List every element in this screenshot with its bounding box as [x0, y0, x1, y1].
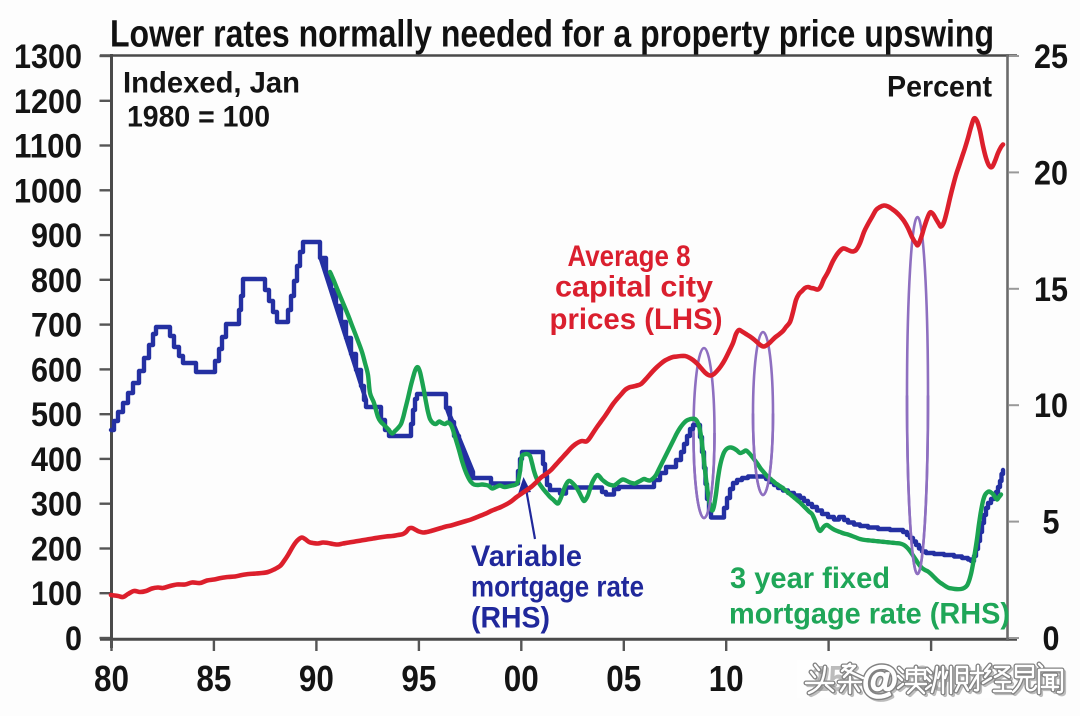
svg-text:700: 700: [31, 307, 82, 345]
svg-text:900: 900: [31, 217, 82, 255]
svg-text:@: @: [862, 659, 898, 700]
svg-text:200: 200: [31, 531, 82, 569]
svg-text:500: 500: [31, 396, 82, 434]
svg-text:capital city: capital city: [555, 271, 713, 304]
svg-text:prices (LHS): prices (LHS): [550, 303, 723, 336]
svg-text:90: 90: [299, 658, 334, 699]
svg-text:00: 00: [504, 658, 539, 699]
svg-text:@: @: [864, 661, 900, 702]
svg-text:mortgage rate (RHS): mortgage rate (RHS): [729, 598, 1010, 631]
svg-text:10: 10: [1034, 387, 1068, 425]
svg-text:Average 8: Average 8: [568, 240, 691, 273]
svg-text:25: 25: [1034, 38, 1068, 76]
svg-text:10: 10: [709, 658, 744, 699]
svg-text:3 year fixed: 3 year fixed: [730, 562, 890, 595]
svg-text:Indexed, Jan: Indexed, Jan: [123, 67, 300, 100]
svg-text:95: 95: [401, 658, 436, 699]
svg-text:1100: 1100: [14, 128, 82, 166]
svg-text:(RHS): (RHS): [471, 602, 550, 635]
svg-text:1200: 1200: [14, 83, 82, 121]
svg-text:05: 05: [606, 658, 641, 699]
svg-text:Variable: Variable: [471, 540, 582, 573]
svg-text:Lower rates normally needed fo: Lower rates normally needed for a proper…: [110, 14, 994, 56]
svg-text:600: 600: [31, 351, 82, 389]
svg-text:300: 300: [31, 486, 82, 524]
svg-text:20: 20: [1034, 154, 1068, 192]
svg-text:800: 800: [31, 262, 82, 300]
svg-text:mortgage rate: mortgage rate: [471, 571, 644, 604]
svg-text:Percent: Percent: [887, 71, 992, 104]
svg-text:@: @: [862, 659, 898, 700]
svg-text:1000: 1000: [14, 172, 82, 210]
svg-text:5: 5: [1043, 504, 1060, 542]
svg-text:85: 85: [196, 658, 231, 699]
svg-text:400: 400: [31, 441, 82, 479]
svg-text:0: 0: [65, 620, 82, 658]
svg-text:100: 100: [31, 575, 82, 613]
svg-text:1300: 1300: [14, 38, 82, 76]
svg-text:0: 0: [1043, 620, 1060, 658]
svg-text:1980 = 100: 1980 = 100: [127, 101, 270, 134]
svg-text:15: 15: [1034, 271, 1068, 309]
svg-text:80: 80: [94, 658, 129, 699]
